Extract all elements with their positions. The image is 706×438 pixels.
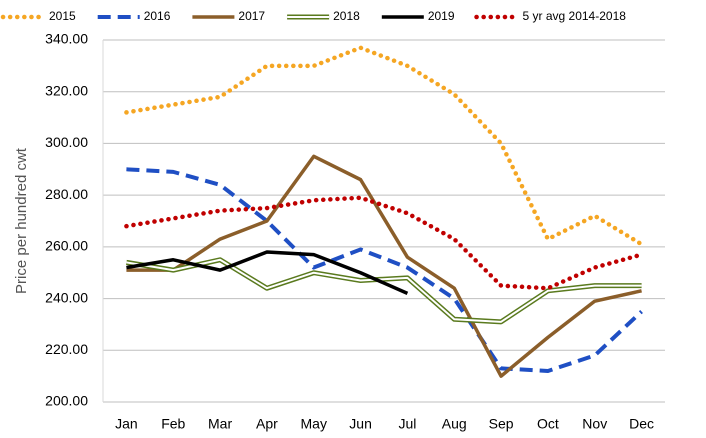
legend-label: 2017 [238, 9, 265, 23]
series-line [126, 167, 643, 373]
y-tick-label: 200.00 [45, 393, 88, 409]
x-tick-label: Aug [442, 416, 467, 432]
series-line [124, 195, 644, 291]
series-line [126, 250, 409, 296]
series-line [126, 257, 642, 325]
x-tick-label: Oct [537, 416, 559, 432]
x-tick-label: Apr [256, 416, 278, 432]
x-tick-label: Jul [398, 416, 416, 432]
x-tick-label: Sep [489, 416, 514, 432]
y-tick-label: 220.00 [45, 341, 88, 357]
y-tick-label: 260.00 [45, 238, 88, 254]
x-tick-label: Nov [582, 416, 607, 432]
x-tick-label: Jan [115, 416, 138, 432]
y-tick-label: 300.00 [45, 134, 88, 150]
legend-label: 2019 [428, 9, 455, 23]
legend-label: 2015 [49, 9, 76, 23]
y-tick-label: 320.00 [45, 82, 88, 98]
y-tick-label: 240.00 [45, 289, 88, 305]
x-tick-label: Feb [161, 416, 185, 432]
legend-label: 5 yr avg 2014-2018 [523, 9, 627, 23]
x-tick-label: Mar [208, 416, 232, 432]
x-tick-label: Dec [629, 416, 654, 432]
y-axis-label: Price per hundred cwt [13, 147, 30, 294]
x-tick-label: Jun [349, 416, 372, 432]
series-line [126, 154, 642, 378]
series-line-inner [126, 258, 642, 323]
y-tick-label: 280.00 [45, 186, 88, 202]
series-line [124, 45, 644, 247]
y-tick-label: 340.00 [45, 31, 88, 47]
legend-label: 2018 [333, 9, 360, 23]
legend-label: 2016 [144, 9, 171, 23]
x-tick-label: May [301, 416, 327, 432]
